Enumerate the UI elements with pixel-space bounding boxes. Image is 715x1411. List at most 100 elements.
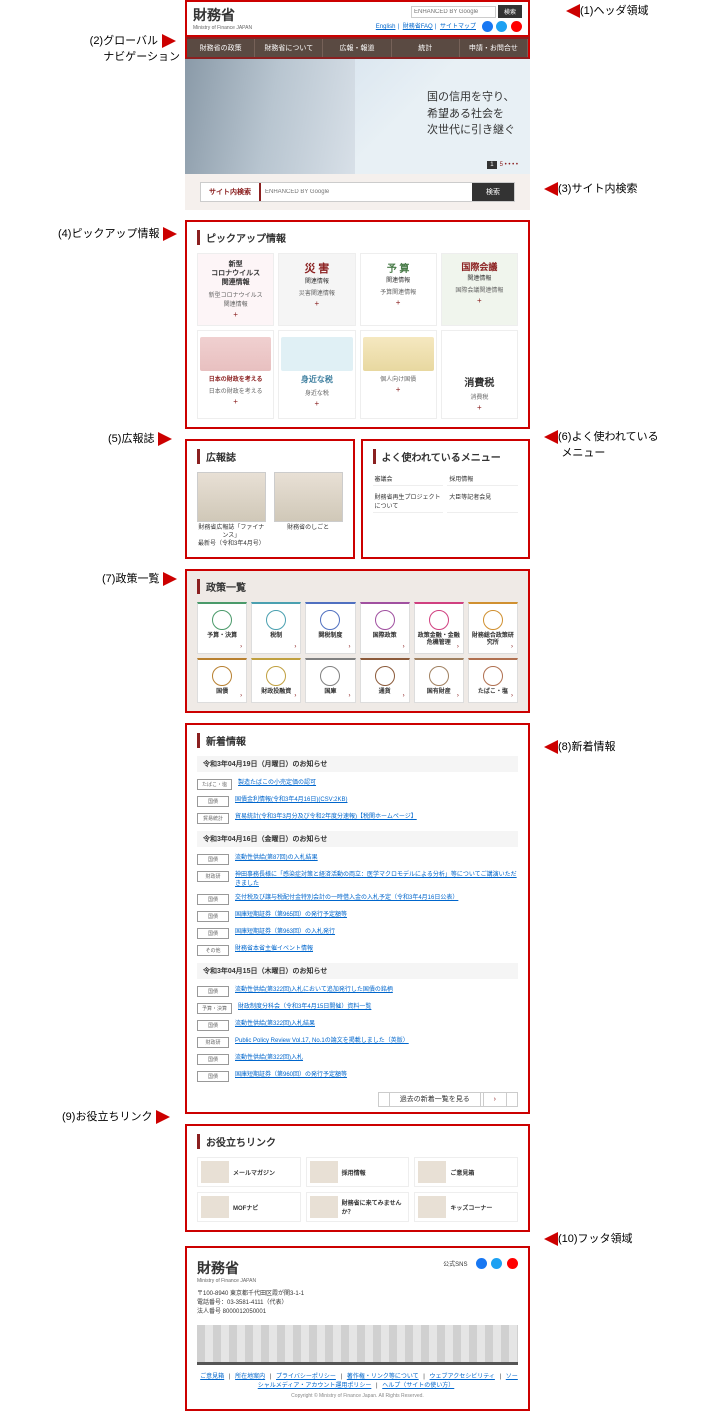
- policy-card[interactable]: 財務総合政策研究所›: [468, 602, 518, 654]
- useful-card[interactable]: MOFナビ: [197, 1192, 301, 1222]
- footer-skyline: [197, 1325, 518, 1365]
- hero-pager[interactable]: 15 • • • •: [487, 162, 518, 168]
- policy-card[interactable]: 国債›: [197, 658, 247, 703]
- footer-region: 財務省 Ministry of Finance JAPAN 〒100-8940 …: [185, 1246, 530, 1411]
- gnav-item[interactable]: 統計: [392, 39, 460, 57]
- footer-link[interactable]: プライバシーポリシー: [276, 1374, 336, 1380]
- news-tag: 国債: [197, 1071, 229, 1082]
- footer-links: ご意見箱 | 所在地案内 | プライバシーポリシー | 著作権・リンク等について…: [197, 1371, 518, 1389]
- pickup-card-kokusai[interactable]: 国際会議関連情報 国際会議関連情報+: [441, 253, 518, 326]
- news-link[interactable]: 神田事務長様に「感染症対策と経済活動の両立：医学マクロモデルによる分析」等につい…: [235, 871, 518, 888]
- pickup-card-covid[interactable]: 新型 コロナウイルス 関連情報 新型コロナウイルス 関連情報+: [197, 253, 274, 326]
- news-row: 国債 流動性供給(第87回)の入札結果: [197, 851, 518, 868]
- policy-card[interactable]: 予算・決算›: [197, 602, 247, 654]
- pickup-card-zaisei[interactable]: 日本の財政を考える日本の財政を考える+: [197, 330, 274, 419]
- news-tag: その他: [197, 945, 229, 956]
- callout-1: (1)ヘッダ領域: [562, 2, 648, 18]
- news-link[interactable]: 流動性供給(第322回)入札結果: [235, 1020, 315, 1028]
- news-link[interactable]: 製造たばこの小売定価の認可: [238, 779, 316, 787]
- pickup-title: ピックアップ情報: [197, 230, 518, 245]
- koho-title: 広報誌: [197, 449, 343, 464]
- gnav-item[interactable]: 広報・報道: [323, 39, 391, 57]
- pickup-card-shohi[interactable]: 消費税消費税+: [441, 330, 518, 419]
- pickup-card-yosan[interactable]: 予 算関連情報 予算関連情報+: [360, 253, 437, 326]
- news-link[interactable]: 国債金利情報(令和3年4月16日)(CSV:2KB): [235, 796, 347, 804]
- site-search-button[interactable]: 検索: [472, 183, 514, 201]
- policy-card[interactable]: 国際政策›: [360, 602, 410, 654]
- hero-image: [185, 59, 355, 174]
- news-date-header: 令和3年04月19日（月曜日）のお知らせ: [197, 756, 518, 772]
- callout-5: (5)広報誌: [108, 430, 176, 446]
- policy-card[interactable]: 政策金融・金融危機管理›: [414, 602, 464, 654]
- freq-item[interactable]: 審議会: [373, 472, 444, 486]
- freq-item[interactable]: 財務省再生プロジェクトについて: [373, 490, 444, 513]
- site-search-input[interactable]: [261, 185, 472, 199]
- useful-card[interactable]: 財務省に来てみませんか？: [306, 1192, 410, 1222]
- gnav-item[interactable]: 財務省の政策: [187, 39, 255, 57]
- useful-card[interactable]: 採用情報: [306, 1157, 410, 1187]
- news-title: 新着情報: [197, 733, 518, 748]
- facebook-icon[interactable]: [482, 21, 493, 32]
- useful-card[interactable]: メールマガジン: [197, 1157, 301, 1187]
- policy-card[interactable]: 国庫›: [305, 658, 355, 703]
- link-faq[interactable]: 財務省FAQ: [403, 24, 433, 30]
- news-tag: 国債: [197, 928, 229, 939]
- news-row: 国債 流動性供給(第322回)入札結果: [197, 1017, 518, 1034]
- twitter-icon[interactable]: [491, 1258, 502, 1269]
- news-link[interactable]: Public Policy Review Vol.17, No.1の論文を掲載し…: [235, 1037, 409, 1045]
- policy-card[interactable]: 関税制度›: [305, 602, 355, 654]
- gnav-item[interactable]: 申請・お問合せ: [460, 39, 528, 57]
- footer-link[interactable]: ヘルプ（サイトの使い方）: [382, 1383, 454, 1389]
- facebook-icon[interactable]: [476, 1258, 487, 1269]
- policy-section: 政策一覧 予算・決算› 税制› 関税制度› 国際政策› 政策金融・金融危機管理›…: [185, 569, 530, 714]
- news-tag: 貿易統計: [197, 813, 229, 824]
- news-row: 国債 流動性供給(第322回)入札において追加発行した国債の銘柄: [197, 983, 518, 1000]
- callout-3: (3)サイト内検索: [540, 180, 637, 196]
- pickup-card-saigai[interactable]: 災 害関連情報 災害関連情報+: [278, 253, 355, 326]
- useful-card[interactable]: ご意見箱: [414, 1157, 518, 1187]
- news-link[interactable]: 国庫短期証券（第965回）の発行予定額等: [235, 911, 347, 919]
- news-link[interactable]: 流動性供給(第322回)入札: [235, 1054, 303, 1062]
- footer-link[interactable]: ウェブアクセシビリティ: [430, 1374, 495, 1380]
- policy-card[interactable]: 財政投融資›: [251, 658, 301, 703]
- pickup-section: ピックアップ情報 新型 コロナウイルス 関連情報 新型コロナウイルス 関連情報+…: [185, 220, 530, 429]
- news-link[interactable]: 流動性供給(第322回)入札において追加発行した国債の銘柄: [235, 986, 393, 994]
- policy-card[interactable]: たばこ・塩›: [468, 658, 518, 703]
- koho-item-shigoto[interactable]: 財務省のしごと: [274, 472, 343, 548]
- callout-7: (7)政策一覧: [102, 570, 181, 586]
- news-more[interactable]: 過去の新着一覧を見る ›: [197, 1093, 518, 1104]
- link-sitemap[interactable]: サイトマップ: [440, 24, 476, 30]
- footer-link[interactable]: ご意見箱: [200, 1374, 224, 1380]
- news-link[interactable]: 交付税及び譲与税配付金特別会計の一時借入金の入札予定（令和3年4月16日公表）: [235, 894, 458, 902]
- footer-link[interactable]: 所在地案内: [235, 1374, 265, 1380]
- news-link[interactable]: 財務省本省主催イベント情報: [235, 945, 313, 953]
- freq-item[interactable]: 大臣等記者会見: [447, 490, 518, 513]
- gnav-item[interactable]: 財務省について: [255, 39, 323, 57]
- freq-title: よく使われているメニュー: [373, 449, 519, 464]
- useful-card[interactable]: キッズコーナー: [414, 1192, 518, 1222]
- freq-item[interactable]: 採用情報: [447, 472, 518, 486]
- news-link[interactable]: 国庫短期証券（第963回）の入札発行: [235, 928, 335, 936]
- news-link[interactable]: 財政制度分科会（令和3年4月15日開催）資料一覧: [238, 1003, 371, 1011]
- policy-card[interactable]: 通貨›: [360, 658, 410, 703]
- link-english[interactable]: English: [376, 24, 396, 30]
- news-row: 国債 交付税及び譲与税配付金特別会計の一時借入金の入札予定（令和3年4月16日公…: [197, 891, 518, 908]
- news-link[interactable]: 国庫短期証券（第960回）の発行予定額等: [235, 1071, 347, 1079]
- koho-section: 広報誌 財務省広報誌「ファイナンス」 最新号（令和3年4月号） 財務省のしごと: [185, 439, 355, 558]
- youtube-icon[interactable]: [507, 1258, 518, 1269]
- site-logo[interactable]: 財務省: [193, 5, 252, 25]
- useful-section: お役立ちリンク メールマガジン 採用情報 ご意見箱 MOFナビ 財務省に来てみま…: [185, 1124, 530, 1232]
- news-link[interactable]: 貿易統計(令和3年3月分及び令和2年度分速報)【税関ホームページ】: [235, 813, 417, 821]
- koho-item-finance[interactable]: 財務省広報誌「ファイナンス」 最新号（令和3年4月号）: [197, 472, 266, 548]
- policy-card[interactable]: 税制›: [251, 602, 301, 654]
- header-search-input[interactable]: [411, 6, 496, 18]
- youtube-icon[interactable]: [511, 21, 522, 32]
- pickup-card-jgb[interactable]: 個人向け国債+: [360, 330, 437, 419]
- site-search-region: サイト内検索 検索: [185, 174, 530, 210]
- pickup-card-zei[interactable]: 身近な税身近な税+: [278, 330, 355, 419]
- news-link[interactable]: 流動性供給(第87回)の入札結果: [235, 854, 318, 862]
- twitter-icon[interactable]: [496, 21, 507, 32]
- header-search-button[interactable]: 検索: [498, 5, 522, 18]
- footer-link[interactable]: 著作権・リンク等について: [347, 1374, 419, 1380]
- policy-card[interactable]: 国有財産›: [414, 658, 464, 703]
